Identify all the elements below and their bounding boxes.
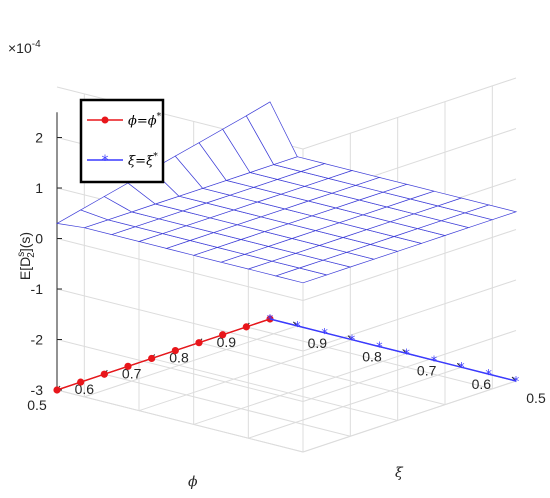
legend-entry-phi: ϕ=ϕ*: [87, 112, 162, 129]
legend-entry-xi: * ξ=ξ*: [87, 152, 158, 169]
series-marker-phi: [77, 378, 85, 386]
legend-marker-xi: *: [102, 153, 109, 169]
z-tick-label: -3: [31, 382, 44, 398]
series-marker-phi: [53, 386, 61, 394]
series-marker-phi: [171, 346, 179, 355]
z-tick-label: -2: [31, 332, 44, 348]
grid-line-phi-floor: [198, 342, 446, 406]
series-marker-phi: [148, 354, 156, 363]
series-marker-phi: [124, 362, 132, 370]
z-tick-label: 2: [35, 130, 43, 146]
series-line-xi: [269, 318, 517, 382]
grid-line-z-back-left: [302, 77, 517, 150]
grid-line-phi-floor: [56, 389, 304, 453]
xi-tick-label: 0.6: [472, 376, 492, 392]
surface-mesh: [55, 101, 518, 284]
xi-tick-label: 0.7: [417, 362, 437, 378]
xi-tick-label: 0.8: [362, 349, 382, 365]
legend-label-phi: ϕ=ϕ*: [128, 112, 162, 129]
grid-line-xi-floor: [302, 380, 517, 453]
xi-tick-label: 0.9: [308, 335, 328, 351]
grid-line-z-back-right: [56, 288, 304, 352]
series-marker-xi: *: [294, 320, 301, 335]
series-line-phi: [56, 318, 271, 391]
z-tick-label: 1: [35, 180, 43, 196]
z-tick-label: -1: [31, 281, 44, 297]
y-axis-label: ξ: [395, 465, 404, 481]
legend: ϕ=ϕ* * ξ=ξ*: [79, 98, 165, 184]
grid-line-z-back-left: [302, 279, 517, 352]
grid-line-xi-floor: [248, 366, 462, 439]
phi-tick-label: 0.5: [27, 397, 47, 413]
x-axis-label: ϕ: [188, 474, 198, 490]
series-marker-xi: *: [458, 361, 465, 376]
series-marker-xi: *: [513, 375, 520, 390]
grid-line-z-back-right: [56, 238, 304, 301]
series-marker-xi: *: [485, 368, 492, 383]
grid-line-z-back-left: [302, 229, 517, 301]
series-marker-xi: *: [376, 341, 383, 356]
grid-line-z-back-left: [302, 330, 517, 402]
exponent-label: ×10-4: [8, 39, 41, 56]
data-series: * * * * * * * * * *: [53, 313, 520, 394]
legend-box: [79, 98, 165, 184]
grid-line-xi-floor: [193, 352, 407, 425]
series-marker-xi: *: [431, 354, 438, 369]
z-tick-label: 0: [35, 231, 43, 247]
series-marker-xi: *: [267, 313, 274, 328]
series-marker-phi: [219, 331, 227, 339]
series-marker-xi: *: [321, 327, 328, 342]
grid-line-phi-floor: [151, 357, 398, 421]
legend-marker-phi: [101, 116, 109, 124]
series-marker-phi: [242, 323, 250, 331]
legend-label-xi: ξ=ξ*: [128, 152, 158, 169]
grid-line-xi-floor: [84, 325, 298, 398]
series-marker-xi: *: [403, 347, 410, 362]
grid-line-xi-floor: [138, 339, 353, 412]
series-marker-phi: [195, 339, 203, 347]
series-marker-phi: [100, 370, 108, 378]
grid-line-z-back-right: [56, 339, 304, 402]
grid-line-phi-floor: [246, 326, 493, 390]
z-axis-label: E[Ds2](s): [16, 232, 37, 280]
xi-tick-label: 0.5: [526, 390, 546, 406]
grid-line-phi-floor: [104, 373, 351, 437]
series-marker-xi: *: [349, 334, 356, 349]
surface-patch: [245, 101, 298, 166]
